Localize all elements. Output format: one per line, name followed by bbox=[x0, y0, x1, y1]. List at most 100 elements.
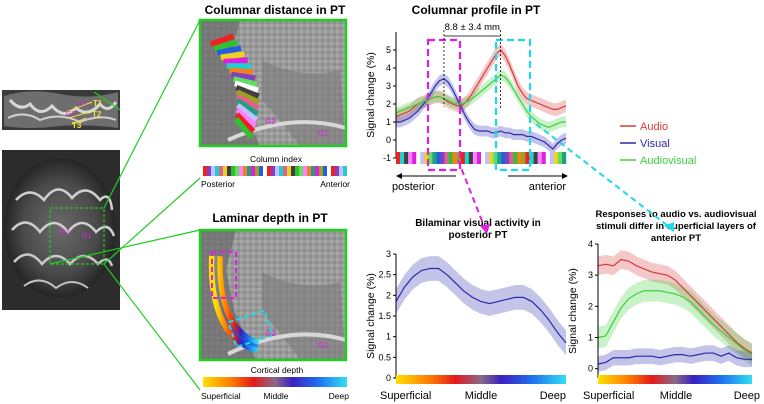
column-index-cell bbox=[247, 166, 251, 176]
column-index-cell bbox=[251, 166, 255, 176]
column-strip-cell bbox=[440, 152, 445, 164]
y-tick-label: 3 bbox=[386, 81, 391, 91]
column-index-cell bbox=[275, 166, 279, 176]
series-line-visual bbox=[396, 78, 567, 150]
x-label-superficial: Superficial bbox=[583, 390, 634, 402]
y-tick-label: 4 bbox=[386, 63, 391, 73]
column-strip-cell bbox=[533, 152, 538, 164]
cyan-arrowhead bbox=[664, 222, 674, 232]
peak-distance-annotation: 8.8 ± 3.4 mm bbox=[445, 22, 500, 33]
column-index-cell bbox=[215, 166, 219, 176]
x-label-deep: Deep bbox=[734, 390, 760, 402]
brain-label-t3: T3 bbox=[72, 121, 82, 130]
anterior-arrowhead bbox=[562, 173, 568, 179]
ci-band-audio bbox=[396, 43, 566, 123]
column-strip-cell bbox=[537, 152, 542, 164]
columnar-distance-title: Columnar distance in PT bbox=[205, 3, 346, 17]
y-tick-label: 3 bbox=[386, 249, 391, 259]
column-stripe bbox=[232, 76, 258, 88]
column-index-cell bbox=[311, 166, 315, 176]
column-index-cell bbox=[299, 166, 303, 176]
column-index-cell bbox=[211, 166, 215, 176]
column-index-cell bbox=[287, 166, 291, 176]
magenta-arrowhead bbox=[480, 224, 490, 234]
column-strip-cell bbox=[432, 152, 437, 164]
column-stripe bbox=[231, 71, 256, 82]
legend-label-audiovisual: Audiovisual bbox=[640, 155, 696, 167]
y-tick-label: 0 bbox=[386, 373, 391, 383]
column-strip-cell bbox=[460, 152, 466, 164]
brain-label-g2: G2 bbox=[66, 111, 75, 118]
chart-title: Columnar profile in PT bbox=[412, 3, 541, 17]
column-stripe bbox=[209, 33, 235, 47]
column-strip-cell bbox=[481, 152, 486, 164]
laminar-label-g2: G2 bbox=[265, 329, 276, 338]
column-strip-cell bbox=[489, 152, 494, 164]
column-strip-cell bbox=[436, 152, 441, 164]
column-index-cell bbox=[319, 166, 323, 176]
brain-label-t1: T1 bbox=[93, 99, 103, 108]
column-strip-cell bbox=[541, 152, 546, 164]
y-tick-label: 2 bbox=[386, 99, 391, 109]
y-tick-label: 4 bbox=[588, 239, 593, 249]
column-stripe bbox=[213, 39, 238, 52]
y-tick-label: 2 bbox=[588, 301, 593, 311]
column-strip-cell bbox=[561, 152, 567, 164]
column-strip-cell bbox=[557, 152, 563, 164]
audio-vs-audiovisual-chart: Responses to audio vs. audiovisualstimul… bbox=[567, 209, 760, 402]
column-index-cell bbox=[227, 166, 231, 176]
column-index-cell bbox=[239, 166, 243, 176]
column-index-cell bbox=[343, 166, 347, 176]
column-strip-cell bbox=[444, 152, 449, 164]
column-strip-cell bbox=[400, 152, 405, 164]
y-axis-label: Signal change (%) bbox=[365, 273, 377, 359]
ci-band-audio bbox=[598, 250, 752, 363]
column-strip-cell bbox=[545, 152, 551, 164]
series-line-visual bbox=[597, 352, 752, 365]
column-stripe bbox=[234, 112, 256, 134]
x-label-anterior: anterior bbox=[529, 181, 567, 193]
column-strip-cell bbox=[416, 152, 421, 164]
column-strip-cell bbox=[464, 152, 470, 164]
column-strip-cell bbox=[420, 152, 425, 164]
y-axis-label: Signal change (%) bbox=[567, 268, 579, 354]
column-strip-cell bbox=[424, 152, 429, 164]
columnar-mri-panel bbox=[198, 18, 348, 148]
chart-title-line: Responses to audio vs. audiovisual bbox=[595, 209, 756, 220]
column-strip-cell bbox=[476, 152, 482, 164]
column-strip-cell bbox=[408, 152, 413, 164]
column-strip-cell bbox=[412, 152, 417, 164]
column-index-cell bbox=[283, 166, 287, 176]
depth-superficial-label: Superficial bbox=[201, 391, 241, 401]
chart-title-line: anterior PT bbox=[651, 233, 701, 244]
y-tick-label: 1 bbox=[386, 332, 391, 342]
y-tick-label: 0 bbox=[386, 135, 391, 145]
column-index-cell bbox=[271, 166, 275, 176]
depth-colorbar-x bbox=[396, 375, 566, 384]
column-index-cell bbox=[295, 166, 299, 176]
zoom-connector-lines bbox=[49, 19, 201, 391]
columnar-label-g2: G2 bbox=[265, 117, 276, 126]
column-stripe bbox=[220, 51, 245, 61]
y-tick-label: 1 bbox=[588, 332, 593, 342]
column-index-cell bbox=[207, 166, 211, 176]
column-index-cell bbox=[219, 166, 223, 176]
column-strip-cell bbox=[501, 152, 506, 164]
y-tick-label: 2 bbox=[386, 290, 391, 300]
column-stripe bbox=[234, 80, 259, 93]
y-tick-label: 3 bbox=[588, 270, 593, 280]
column-stripe bbox=[236, 93, 260, 111]
y-tick-label: 5 bbox=[386, 45, 391, 55]
x-label-deep: Deep bbox=[540, 390, 566, 402]
cortical-depth-label: Cortical depth bbox=[251, 365, 304, 375]
laminar-label-g1: G1 bbox=[318, 341, 329, 350]
series-line-audiovisual bbox=[395, 74, 566, 129]
sagittal-label-g1: G1 bbox=[82, 233, 91, 240]
legend: Audio Visual Audiovisual bbox=[620, 121, 696, 167]
ci-band-audiovisual bbox=[396, 69, 566, 133]
y-tick-label: 0 bbox=[588, 364, 593, 374]
column-stripe bbox=[235, 107, 257, 128]
sagittal-brain-image bbox=[2, 150, 120, 310]
column-strip-cell bbox=[448, 152, 453, 164]
